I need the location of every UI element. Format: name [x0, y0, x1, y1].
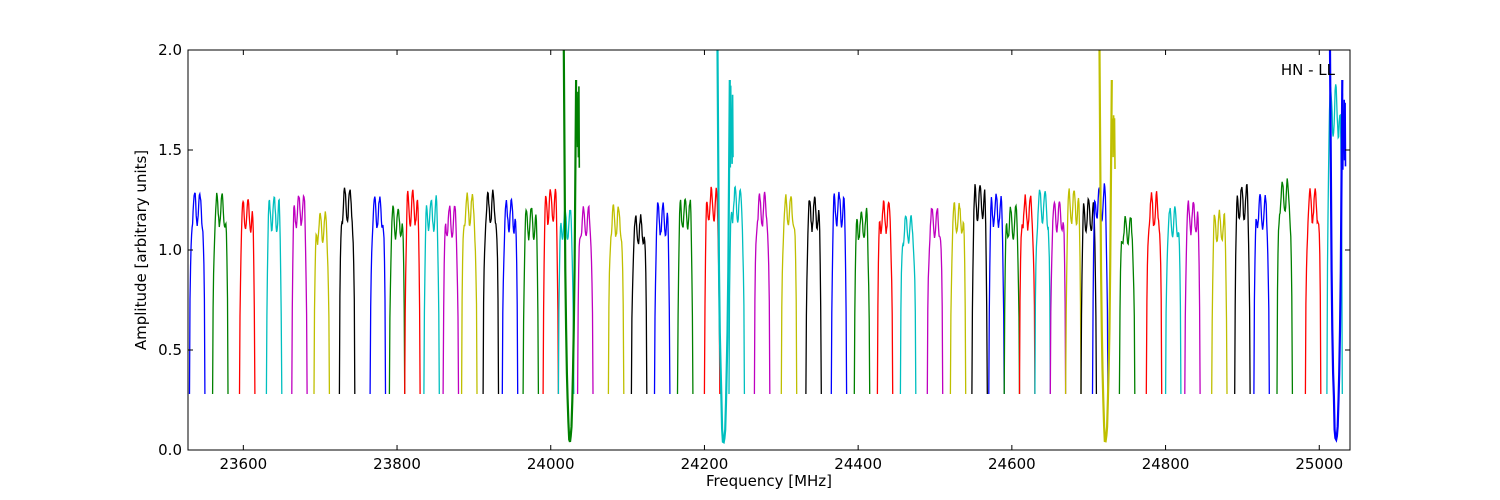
channel-trace — [805, 196, 822, 395]
channel-trace — [1080, 196, 1098, 395]
x-tick-label: 25000 — [1295, 455, 1343, 473]
channel-trace — [522, 207, 540, 395]
channel-trace — [1118, 215, 1136, 395]
channel-trace — [949, 202, 967, 395]
channel-trace — [703, 186, 721, 395]
channel-trace — [676, 197, 694, 395]
channel-trace — [1253, 194, 1270, 395]
deep-dip-spike — [1341, 93, 1347, 170]
channel-trace — [460, 192, 478, 395]
y-tick-label: 0.5 — [158, 341, 182, 359]
x-axis-label: Frequency [MHz] — [706, 472, 832, 490]
channel-trace — [607, 204, 625, 395]
channel-trace — [442, 205, 460, 395]
channel-trace — [1034, 189, 1051, 395]
deep-dip-trace — [1328, 50, 1344, 443]
channel-trace — [1145, 191, 1163, 395]
deep-dip-trace — [716, 50, 731, 444]
channel-trace — [576, 204, 594, 395]
channel-trace — [313, 211, 331, 395]
x-tick-label: 24600 — [988, 455, 1036, 473]
x-tick-label: 23600 — [219, 455, 267, 473]
channel-trace — [876, 200, 894, 395]
x-tick-label: 24800 — [1142, 455, 1190, 473]
channel-trace — [388, 205, 406, 395]
channel-trace — [423, 195, 440, 395]
channel-trace — [653, 202, 671, 395]
channel-trace — [557, 208, 575, 395]
channel-trace — [780, 194, 798, 395]
channel-trace — [1184, 200, 1201, 395]
channel-trace — [988, 193, 1005, 395]
axis-layer: 23600 23800 24000 24200 24400 24600 24800 25000… — [158, 41, 1350, 473]
deep-dip-spike — [575, 84, 581, 168]
channel-trace — [238, 199, 256, 395]
channel-trace — [369, 196, 387, 395]
channel-trace — [1276, 178, 1294, 395]
channel-trace — [482, 189, 500, 395]
deep-dip-spike — [1111, 115, 1116, 170]
channel-trace — [338, 187, 356, 395]
channel-trace — [830, 191, 848, 395]
channel-trace — [1164, 206, 1182, 395]
plot-frame — [187, 49, 1351, 451]
channel-trace — [630, 214, 648, 395]
channel-trace — [853, 207, 871, 395]
channel-trace — [1234, 183, 1251, 395]
channel-trace — [211, 192, 229, 395]
y-tick-label: 2.0 — [158, 41, 182, 59]
channel-trace — [501, 197, 519, 395]
y-tick-label: 1.0 — [158, 241, 182, 259]
deep-dip-trace — [1098, 50, 1113, 443]
x-tick-label: 23800 — [373, 455, 421, 473]
channel-trace — [1211, 209, 1228, 395]
deep-dip-spike — [729, 85, 734, 168]
channel-trace — [899, 215, 917, 395]
x-tick-label: 24000 — [527, 455, 575, 473]
channel-trace — [971, 184, 988, 395]
y-axis-label: Amplitude [arbitrary units] — [132, 150, 150, 350]
x-tick-label: 24400 — [834, 455, 882, 473]
series-layer — [188, 50, 1347, 444]
plot-background — [188, 50, 1350, 450]
channel-trace — [926, 207, 944, 395]
channel-trace — [188, 191, 206, 395]
channel-trace — [265, 195, 283, 395]
channel-trace — [1018, 194, 1036, 395]
channel-trace — [404, 189, 421, 395]
channel-trace — [542, 188, 560, 395]
channel-trace — [1304, 188, 1322, 395]
channel-trace — [1049, 200, 1067, 395]
channel-trace — [753, 191, 771, 395]
y-tick-label: 0.0 — [158, 441, 182, 459]
y-tick-label: 1.5 — [158, 141, 182, 159]
deep-dip-trace — [562, 50, 578, 443]
channel-trace — [1064, 188, 1082, 395]
channel-trace — [728, 185, 746, 395]
x-tick-label: 24200 — [681, 455, 729, 473]
chart-annotation: HN - LL — [1281, 61, 1336, 79]
channel-trace — [291, 193, 308, 395]
channel-trace — [1003, 203, 1021, 395]
